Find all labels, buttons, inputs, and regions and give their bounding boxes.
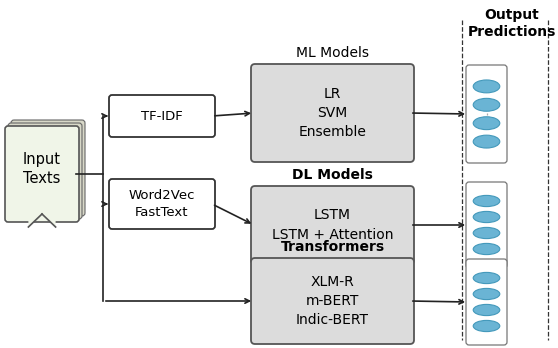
FancyBboxPatch shape [5, 126, 79, 222]
Ellipse shape [473, 304, 500, 316]
FancyBboxPatch shape [466, 259, 507, 345]
Ellipse shape [473, 135, 500, 148]
Ellipse shape [473, 195, 500, 207]
Ellipse shape [473, 80, 500, 93]
Ellipse shape [473, 98, 500, 111]
Text: Transformers: Transformers [281, 240, 384, 254]
Text: TF-IDF: TF-IDF [141, 110, 183, 122]
FancyBboxPatch shape [251, 258, 414, 344]
Ellipse shape [473, 272, 500, 284]
FancyBboxPatch shape [109, 179, 215, 229]
FancyBboxPatch shape [466, 182, 507, 268]
Ellipse shape [473, 211, 500, 223]
Ellipse shape [473, 117, 500, 130]
Ellipse shape [473, 288, 500, 300]
Text: Output
Predictions: Output Predictions [468, 8, 556, 39]
Ellipse shape [473, 321, 500, 332]
FancyBboxPatch shape [251, 64, 414, 162]
FancyBboxPatch shape [11, 120, 85, 216]
Polygon shape [28, 207, 56, 227]
Text: DL Models: DL Models [292, 168, 373, 182]
Text: LR
SVM
Ensemble: LR SVM Ensemble [299, 87, 367, 140]
FancyBboxPatch shape [466, 65, 507, 163]
Text: XLM-R
m-BERT
Indic-BERT: XLM-R m-BERT Indic-BERT [296, 275, 369, 327]
FancyBboxPatch shape [109, 95, 215, 137]
Ellipse shape [473, 243, 500, 255]
Ellipse shape [473, 227, 500, 239]
Text: ML Models: ML Models [296, 46, 369, 60]
FancyBboxPatch shape [8, 123, 82, 219]
Text: Input
Texts: Input Texts [23, 152, 61, 187]
Text: LSTM
LSTM + Attention: LSTM LSTM + Attention [272, 208, 393, 242]
Text: Word2Vec
FastText: Word2Vec FastText [129, 189, 195, 219]
FancyBboxPatch shape [251, 186, 414, 264]
